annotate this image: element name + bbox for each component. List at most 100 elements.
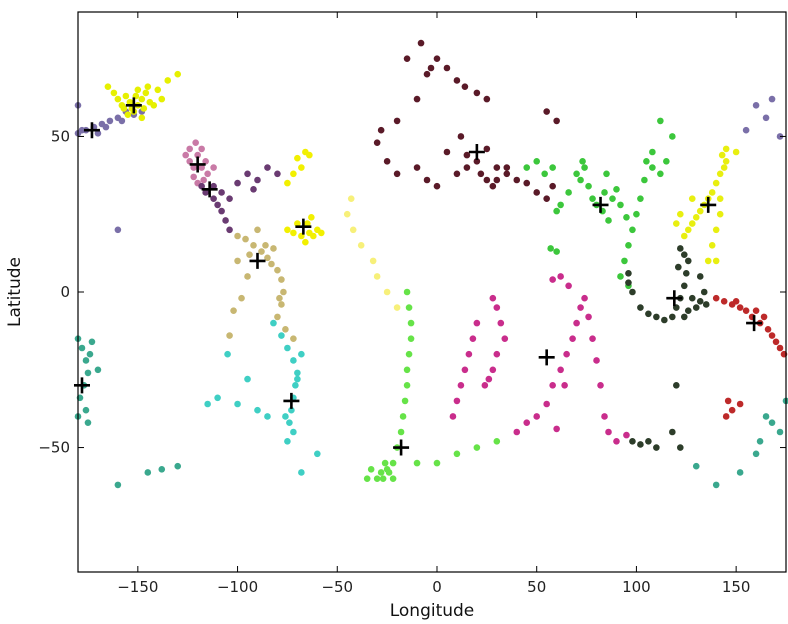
y-tick-label: 50 <box>51 127 70 145</box>
data-point <box>742 307 750 314</box>
data-point <box>613 186 620 193</box>
data-point <box>696 298 704 305</box>
data-point <box>190 164 197 171</box>
data-point <box>210 182 217 190</box>
data-point <box>577 176 584 184</box>
data-point <box>684 226 692 234</box>
data-point <box>264 164 271 171</box>
data-point <box>373 273 381 280</box>
data-point <box>214 201 221 209</box>
data-point <box>286 419 293 426</box>
data-point <box>768 419 776 426</box>
centroid-marker <box>746 315 763 332</box>
data-point <box>383 158 391 165</box>
data-point <box>541 170 548 178</box>
data-point <box>84 419 92 426</box>
data-point <box>712 226 720 234</box>
data-point <box>413 164 421 171</box>
data-point <box>547 245 554 252</box>
data-point <box>174 70 182 78</box>
data-point <box>623 431 630 439</box>
data-point <box>423 70 431 78</box>
x-tick-label: 100 <box>622 578 651 596</box>
data-point <box>363 475 371 482</box>
data-point <box>649 164 656 171</box>
data-point <box>561 382 568 389</box>
data-point <box>124 111 132 118</box>
data-point <box>264 254 271 262</box>
data-point <box>104 83 112 90</box>
data-point <box>405 304 413 311</box>
data-point <box>453 450 461 458</box>
data-point <box>278 332 285 339</box>
data-point <box>210 164 217 171</box>
data-point <box>82 406 90 414</box>
data-point <box>523 164 531 171</box>
data-point <box>708 189 716 196</box>
data-point <box>736 400 744 408</box>
data-point <box>290 229 297 237</box>
data-point <box>290 428 297 436</box>
data-point <box>373 475 381 482</box>
data-point <box>776 428 784 436</box>
data-point <box>483 176 491 184</box>
data-point <box>294 154 301 162</box>
data-point <box>246 251 253 258</box>
data-point <box>310 232 317 240</box>
data-point <box>629 438 636 445</box>
data-point <box>477 170 485 178</box>
data-point <box>736 304 744 311</box>
centroid-marker <box>468 144 485 160</box>
data-point <box>298 469 305 476</box>
data-point <box>88 338 96 346</box>
data-point <box>669 428 676 436</box>
data-point <box>457 382 465 389</box>
data-point <box>708 242 716 249</box>
data-point <box>473 158 481 165</box>
data-point <box>497 319 505 327</box>
data-point <box>489 366 497 374</box>
data-point <box>503 164 511 171</box>
data-point <box>453 397 461 405</box>
data-point <box>94 366 102 374</box>
centroid-marker <box>201 181 218 198</box>
data-point <box>389 459 397 467</box>
data-point <box>661 316 668 324</box>
data-point <box>720 298 728 305</box>
data-point <box>230 307 237 314</box>
data-point <box>553 425 560 433</box>
data-point <box>369 257 377 265</box>
data-point <box>122 92 130 100</box>
data-point <box>461 366 469 374</box>
data-point <box>226 332 233 339</box>
data-point <box>86 350 94 358</box>
data-point <box>367 466 375 473</box>
data-point <box>284 438 291 445</box>
data-point <box>302 238 309 246</box>
data-point <box>202 189 209 196</box>
data-point <box>633 210 640 218</box>
data-point <box>276 294 283 302</box>
data-point <box>724 397 732 405</box>
data-point <box>589 335 596 342</box>
data-point <box>782 397 788 405</box>
x-tick-label: −100 <box>217 578 258 596</box>
data-point <box>218 189 225 196</box>
data-point <box>752 450 760 458</box>
data-point <box>657 170 664 178</box>
data-point <box>625 242 632 249</box>
data-point <box>573 319 580 327</box>
data-point <box>752 102 760 109</box>
data-point <box>349 226 357 234</box>
data-point <box>762 413 770 420</box>
data-point <box>669 133 676 140</box>
data-point <box>298 350 305 358</box>
data-point <box>347 195 355 202</box>
data-point <box>549 276 556 283</box>
data-point <box>218 207 225 215</box>
data-point <box>84 369 92 377</box>
data-point <box>294 369 301 377</box>
y-tick-label: 0 <box>60 283 70 301</box>
data-point <box>676 210 684 218</box>
